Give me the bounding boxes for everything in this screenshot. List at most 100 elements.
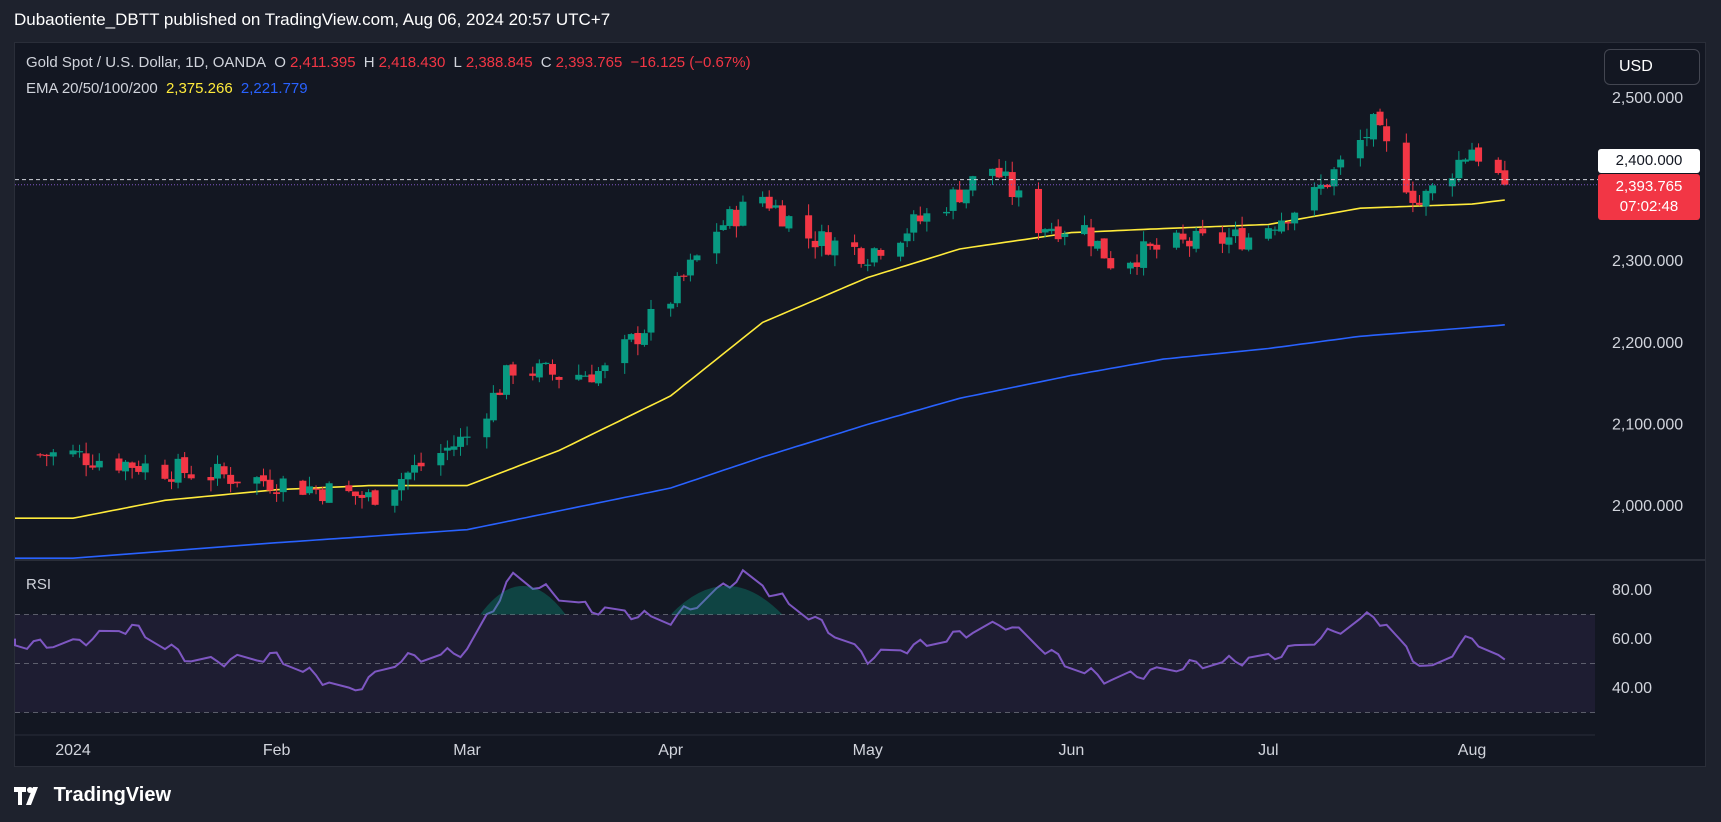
footer-brand: TradingView [53,784,172,807]
candle-body [989,168,997,176]
candle-body [627,334,635,340]
candle-body [1363,136,1371,139]
candle-body [956,189,964,203]
candle-body [181,457,189,474]
candle-body [1140,241,1148,268]
candle-body [227,474,235,484]
candle-body [680,275,688,277]
candle-body [411,465,419,473]
candle-body [358,494,366,498]
candle-body [1054,226,1062,240]
candle-body [1422,190,1430,207]
candle-body [266,479,274,491]
candle-body [713,231,721,254]
candle-body [76,451,84,453]
candle-body [1448,178,1456,187]
candle-body [1376,111,1384,126]
candle-body [122,461,130,472]
candle-body [1048,228,1056,232]
rsi-tick-label: 60.00 [1612,631,1652,648]
candle-body [1284,222,1292,224]
symbol-title[interactable]: Gold Spot / U.S. Dollar, 1D, OANDA [26,54,267,71]
candle-body [732,209,740,227]
candle-body [1015,190,1023,198]
candle-body [49,452,57,457]
candle-body [457,436,465,447]
rsi-line [14,568,1506,692]
high-value: 2,418.430 [378,54,446,71]
candle-body [207,477,215,481]
candle-body [1271,229,1279,231]
candle-body [496,392,504,395]
candle-body [811,240,819,248]
candle-body [36,454,44,456]
footer-logo[interactable]: TradingView [14,784,171,807]
candle-body [588,374,596,383]
candle-body [870,248,878,263]
candle-body [220,466,228,475]
candle-body [1245,237,1253,250]
candle-body [667,303,675,309]
candle-body [969,176,977,191]
candle-body [43,454,51,457]
tradingview-logo-icon [14,786,38,805]
time-tick-label: Feb [263,742,291,759]
candle-body [864,264,872,266]
chart-panel[interactable] [14,42,1706,767]
candle-body [647,308,655,333]
candle-body [299,480,307,495]
candle-body [351,491,359,497]
candle-body [575,374,583,380]
candle-body [1041,229,1049,233]
candle-body [877,249,885,256]
candle-body [1337,159,1345,168]
ema-label[interactable]: EMA 20/50/100/200 [26,80,158,97]
candle-body [785,216,793,229]
candle-body [778,205,786,227]
candle-body [673,275,681,304]
candle-body [1475,147,1483,162]
candle-body [1264,228,1272,239]
candle-body [174,458,182,483]
candle-body [1107,258,1115,269]
candle-body [443,447,451,451]
candle-body [365,492,373,498]
candle-body [233,481,241,484]
candle-body [1291,212,1299,224]
candle-body [1383,126,1391,142]
currency-button[interactable]: USD [1604,49,1700,85]
candle-body [759,196,767,204]
candle-body [555,376,563,380]
candle-body [1468,149,1476,161]
last-price-value: 2,393.765 [1615,178,1683,195]
ema-50-line [15,199,1505,519]
candle-body [259,475,267,482]
candle-body [345,485,353,492]
candle-body [1494,159,1502,174]
candle-body [325,483,333,503]
candle-body [463,436,471,438]
close-label: C [540,54,552,71]
candle-body [489,392,497,421]
candle-body [1429,185,1437,194]
rsi-label[interactable]: RSI [26,576,52,593]
candle-body [640,333,648,345]
candle-body [805,215,813,239]
close-value: 2,393.765 [555,54,623,71]
candle-body [450,446,458,450]
time-tick-label: Mar [453,742,481,759]
candle-body [1179,233,1187,240]
candle-body [1133,262,1141,267]
ema-legend: EMA 20/50/100/200 2,375.266 2,221.779 [26,80,312,97]
time-tick-label: Aug [1458,742,1486,759]
price-tick-label: 2,000.000 [1612,498,1683,515]
time-tick-label: May [853,742,883,759]
low-label: L [453,54,462,71]
candle-body [168,479,176,482]
candle-body [686,259,694,276]
ohlc-legend: Gold Spot / U.S. Dollar, 1D, OANDA O 2,41… [26,54,755,71]
candle-body [1186,240,1194,247]
time-tick-label: Jul [1258,742,1278,759]
candle-body [397,479,405,491]
